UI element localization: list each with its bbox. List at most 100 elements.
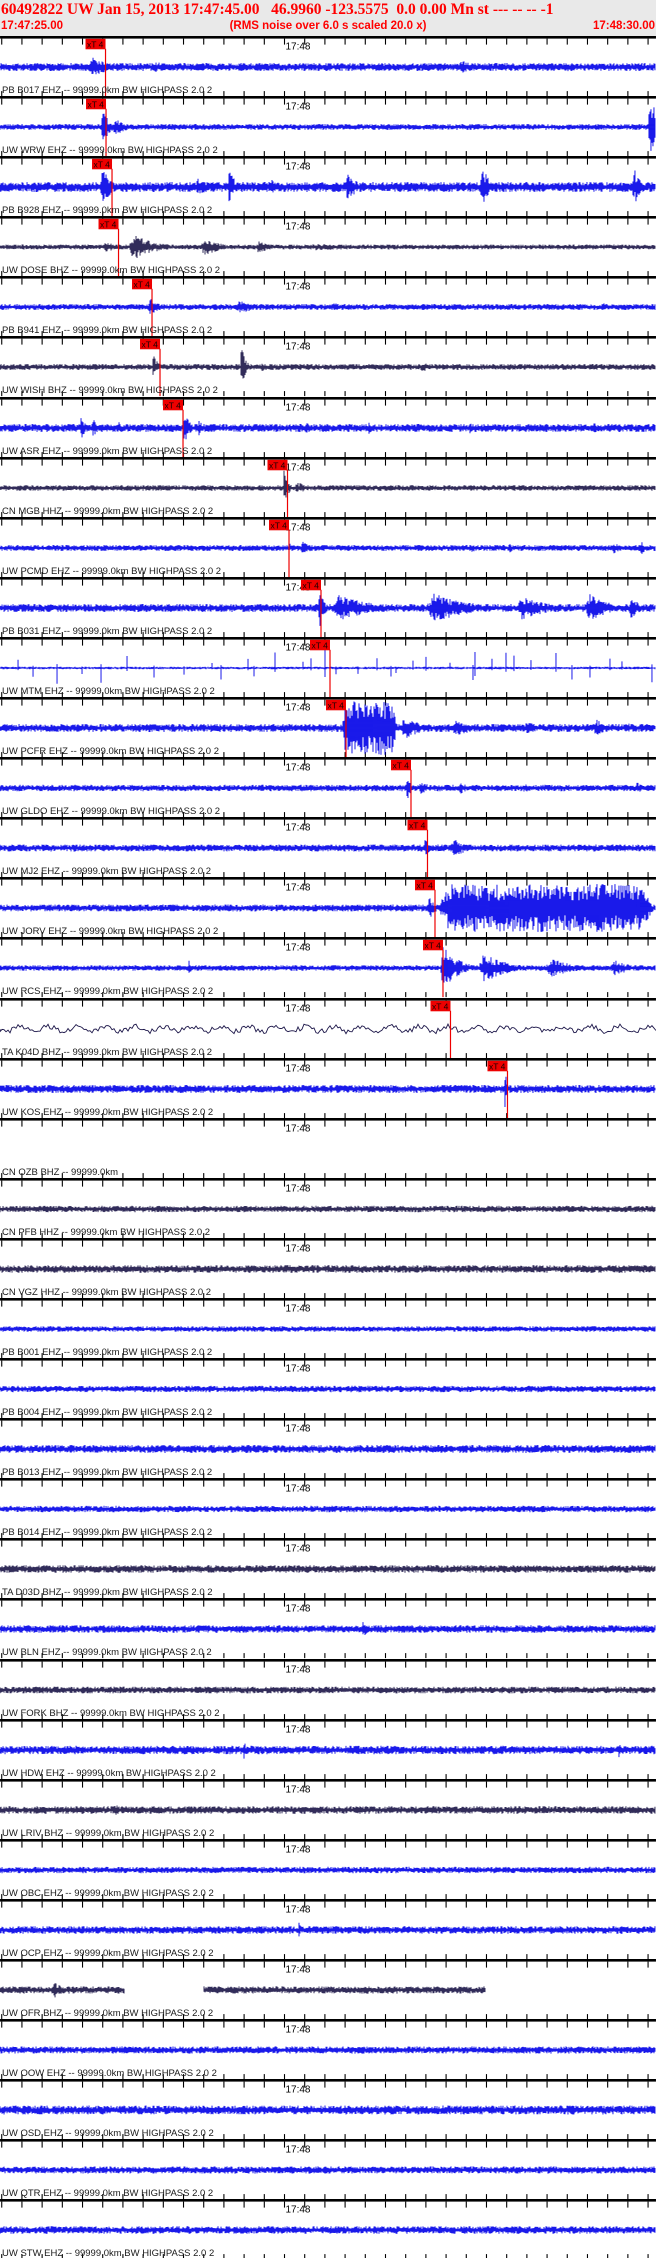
trace-panel-ta-k04d[interactable]: 17:48 xT 4 TA K04D BHZ -- 99999.0km BW HIG…: [0, 997, 656, 1058]
phase-pick-marker[interactable]: xT 4: [414, 880, 436, 938]
trace-panel-uw-wish[interactable]: 17:48 xT 4 UW WISH BHZ -- 99999.0km BW HIG…: [0, 336, 656, 397]
time-ruler: 17:48: [0, 697, 656, 758]
trace-panel-uw-fork[interactable]: 17:48 UW FORK BHZ -- 99999.0km BW HIGHPAS…: [0, 1658, 656, 1719]
waveform[interactable]: [0, 1326, 656, 1332]
waveform[interactable]: [0, 1265, 656, 1273]
trace-panel-uw-jorv[interactable]: 17:48 xT 4 UW JORV EHZ -- 99999.0km BW HIG…: [0, 877, 656, 938]
waveform[interactable]: [0, 2226, 656, 2235]
waveform[interactable]: [0, 1686, 656, 1693]
waveform[interactable]: [0, 1805, 656, 1815]
waveform[interactable]: [0, 236, 656, 259]
waveform[interactable]: [0, 884, 656, 933]
phase-pick-marker[interactable]: xT 4: [430, 1000, 452, 1058]
waveform[interactable]: [0, 2046, 656, 2054]
trace-panel-uw-mtm[interactable]: 17:48 xT 4 UW MTM EHZ -- 99999.0km BW HIGH…: [0, 636, 656, 698]
phase-pick-marker[interactable]: xT 4: [132, 279, 153, 337]
phase-pick-marker[interactable]: xT 4: [269, 519, 290, 577]
waveform[interactable]: [0, 2166, 656, 2174]
time-ruler: 17:48: [0, 396, 656, 457]
trace-panel-uw-pcmd[interactable]: 17:48 xT 4 UW PCMD EHZ -- 99999.0km BW HIG…: [0, 516, 656, 577]
waveform[interactable]: [0, 541, 656, 554]
waveform[interactable]: [0, 410, 656, 441]
waveform[interactable]: [0, 1565, 656, 1574]
waveform[interactable]: [0, 1385, 656, 1393]
trace-panel-cn-mgb[interactable]: 17:48 xT 4 CN MGB HHZ -- 99999.0km BW HIGH…: [0, 456, 656, 517]
waveform[interactable]: [0, 1506, 656, 1513]
trace-panel-uw-dose[interactable]: 17:48 xT 4 UW DOSE BHZ -- 99999.0km BW HIG…: [0, 216, 656, 277]
trace-panel-pb-b014[interactable]: 17:48 PB B014 EHZ -- 99999.0km BW HIGHPAS…: [0, 1478, 656, 1539]
tick-time-label: 17:48: [286, 522, 311, 533]
waveform[interactable]: [0, 1983, 486, 1998]
trace-panel-uw-wrw[interactable]: 17:48 xT 4 UW WRW EHZ -- 99999.0km BW HIGH…: [0, 96, 656, 157]
trace-panel-pb-b031[interactable]: 17:48 xT 4 PB B031 EHZ -- 99999.0km BW HIG…: [0, 576, 656, 637]
waveform[interactable]: [0, 1743, 656, 1759]
trace-panel-uw-rcs[interactable]: 17:48 xT 4 UW RCS EHZ -- 99999.0km BW HIGH…: [0, 937, 656, 998]
trace-panel-cn-ozb[interactable]: 17:48 CN OZB BHZ -- 99999.0km: [0, 1117, 656, 1178]
phase-pick-marker[interactable]: xT 4: [98, 219, 120, 277]
trace-panel-cn-vgz[interactable]: 17:48 CN VGZ HHZ -- 99999.0km BW HIGHPASS…: [0, 1237, 656, 1298]
waveform[interactable]: [0, 1445, 656, 1454]
trace-panel-pb-b001[interactable]: 17:48 PB B001 EHZ -- 99999.0km BW HIGHPAS…: [0, 1297, 656, 1359]
trace-panel-ta-d03d[interactable]: 17:48 TA D03D BHZ -- 99999.0km BW HIGHPAS…: [0, 1538, 656, 1599]
phase-pick-marker[interactable]: xT 4: [267, 459, 289, 517]
phase-pick-marker[interactable]: xT 4: [390, 759, 412, 818]
phase-pick-marker[interactable]: xT 4: [422, 940, 444, 998]
waveform[interactable]: [0, 1076, 656, 1107]
trace-panel-uw-kos[interactable]: 17:48 xT 4 UW KOS EHZ -- 99999.0km BW HIGH…: [0, 1057, 656, 1118]
phase-pick-marker[interactable]: xT 4: [487, 1060, 509, 1118]
trace-panel-uw-ocp[interactable]: 17:48 UW OCP EHZ -- 99999.0km BW HIGHPASS…: [0, 1898, 656, 1959]
waveform[interactable]: [0, 840, 656, 856]
phase-pick-marker[interactable]: xT 4: [86, 98, 107, 157]
trace-panel-uw-ofr[interactable]: 17:48 UW OFR BHZ -- 99999.0km BW HIGHPASS…: [0, 1959, 656, 2020]
trace-panel-pb-b928[interactable]: 17:48 xT 4 PB B928 EHZ -- 99999.0km BW HIG…: [0, 156, 656, 217]
trace-panel-cn-pfb[interactable]: 17:48 CN PFB HHZ -- 99999.0km BW HIGHPASS…: [0, 1177, 656, 1238]
waveform[interactable]: [0, 649, 656, 684]
waveform[interactable]: [0, 470, 656, 498]
phase-pick-marker[interactable]: xT 4: [92, 158, 113, 217]
trace-panel-pb-b941[interactable]: 17:48 xT 4 PB B941 EHZ -- 99999.0km BW HIG…: [0, 276, 656, 337]
phase-pick-marker[interactable]: xT 4: [326, 699, 347, 758]
time-ruler: 17:48: [0, 1237, 656, 1298]
trace-panel-pb-b013[interactable]: 17:48 PB B013 EHZ -- 99999.0km BW HIGHPAS…: [0, 1418, 656, 1479]
tick-time-label: 17:48: [286, 1844, 311, 1855]
tick-time-label: 17:48: [286, 883, 311, 894]
waveform[interactable]: [0, 2105, 656, 2115]
time-ruler: 17:48: [0, 576, 656, 637]
trace-panel-uw-lriv[interactable]: 17:48 UW LRIV BHZ -- 99999.0km BW HIGHPAS…: [0, 1778, 656, 1839]
waveform[interactable]: [0, 947, 656, 983]
phase-pick-marker[interactable]: xT 4: [163, 399, 184, 457]
waveform[interactable]: [0, 1622, 656, 1636]
phase-pick-marker[interactable]: xT 4: [310, 639, 331, 698]
trace-panel-uw-osd[interactable]: 17:48 UW OSD EHZ -- 99999.0km BW HIGHPASS…: [0, 2079, 656, 2140]
trace-panel-uw-qtr[interactable]: 17:48 UW QTR EHZ -- 99999.0km BW HIGHPASS…: [0, 2139, 656, 2200]
phase-pick-marker[interactable]: xT 4: [407, 820, 429, 878]
trace-panel-uw-hdw[interactable]: 17:48 UW HDW EHZ -- 99999.0km BW HIGHPASS…: [0, 1718, 656, 1779]
trace-panel-uw-pcfr[interactable]: 17:48 xT 4 UW PCFR EHZ -- 99999.0km BW HIG…: [0, 697, 656, 758]
phase-pick-marker[interactable]: xT 4: [140, 339, 161, 397]
time-ruler: 17:48: [0, 1718, 656, 1779]
waveform[interactable]: [0, 701, 656, 755]
trace-panel-uw-oow[interactable]: 17:48 UW OOW EHZ -- 99999.0km BW HIGHPASS…: [0, 2019, 656, 2080]
trace-panel-uw-gldo[interactable]: 17:48 xT 4 UW GLDO EHZ -- 99999.0km BW HIG…: [0, 757, 656, 818]
trace-panel-uw-bln[interactable]: 17:48 UW BLN EHZ -- 99999.0km BW HIGHPASS…: [0, 1598, 656, 1659]
waveform[interactable]: [0, 1922, 656, 1937]
trace-panel-pb-b017[interactable]: 17:48 xT 4 PB B017 EHZ -- 99999.0km BW HIG…: [0, 36, 656, 97]
trace-panel-uw-stw[interactable]: 17:48 UW STW EHZ -- 99999.0km BW HIGHPASS…: [0, 2199, 656, 2258]
waveform[interactable]: [0, 170, 656, 202]
waveform[interactable]: [0, 1205, 656, 1212]
waveform[interactable]: [0, 1866, 656, 1874]
phase-pick-marker[interactable]: xT 4: [301, 579, 322, 637]
trace-panel-uw-mj2[interactable]: 17:48 xT 4 UW MJ2 EHZ -- 99999.0km BW HIGH…: [0, 817, 656, 878]
trace-panel-uw-obc[interactable]: 17:48 UW OBC EHZ -- 99999.0km BW HIGHPASS…: [0, 1838, 656, 1899]
phase-pick-marker[interactable]: xT 4: [85, 38, 107, 97]
waveform[interactable]: [0, 593, 656, 626]
waveform[interactable]: [0, 781, 656, 799]
pick-label: xT 4: [432, 1001, 449, 1011]
waveform[interactable]: [0, 107, 656, 151]
waveform[interactable]: [0, 1022, 656, 1035]
waveform[interactable]: [0, 299, 656, 315]
trace-panel-uw-asr[interactable]: 17:48 xT 4 UW ASR EHZ -- 99999.0km BW HIGH…: [0, 396, 656, 457]
trace-panel-pb-b004[interactable]: 17:48 PB B004 EHZ -- 99999.0km BW HIGHPAS…: [0, 1358, 656, 1419]
waveform[interactable]: [0, 57, 656, 75]
waveform[interactable]: [0, 350, 656, 379]
